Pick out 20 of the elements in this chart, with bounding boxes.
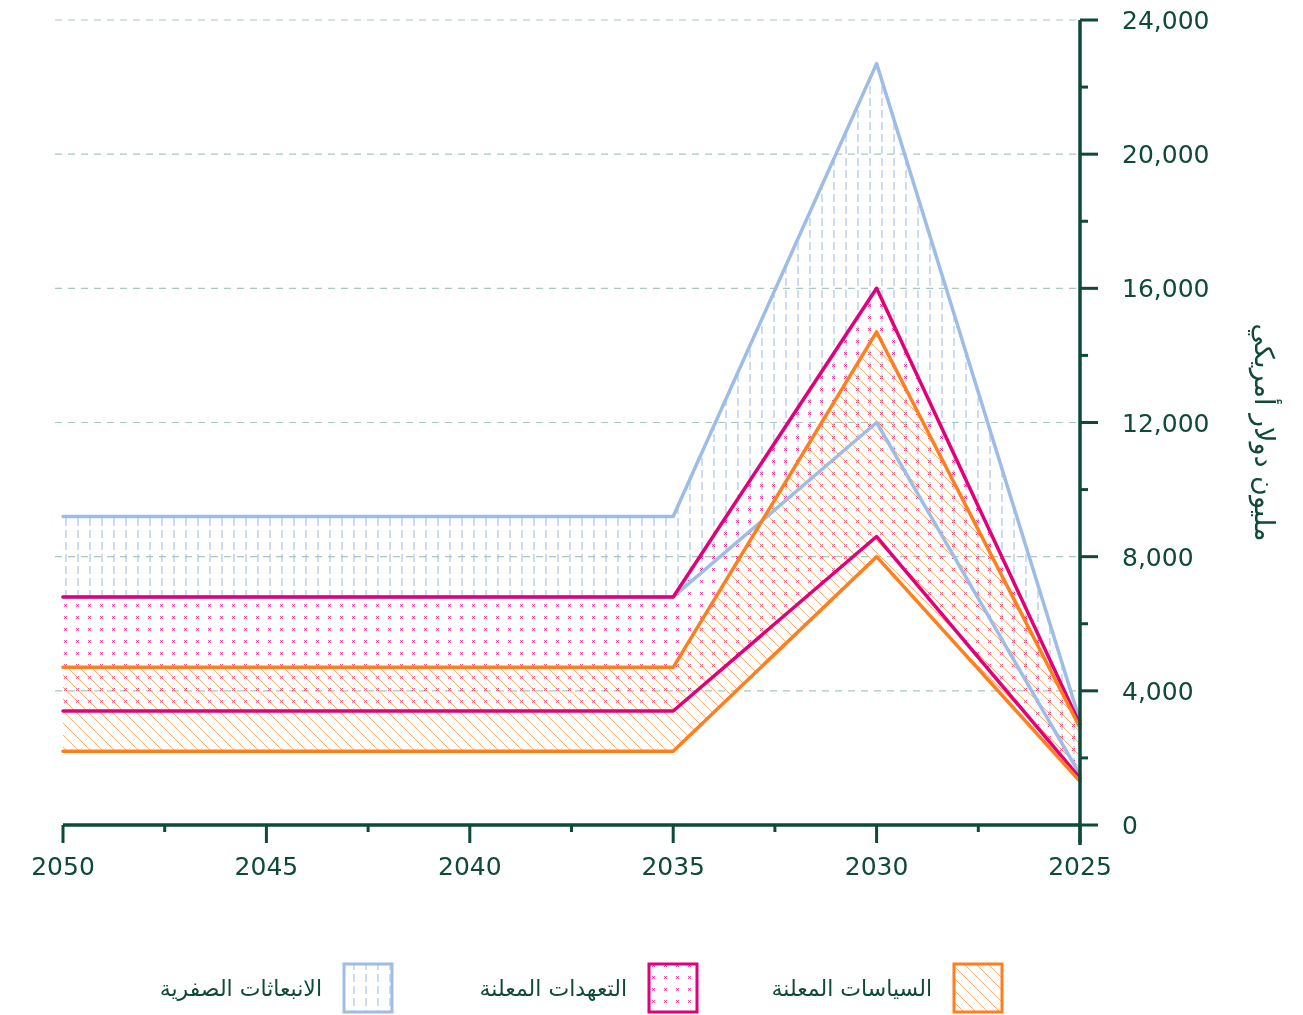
legend-item: التعهدات المعلنة: [479, 962, 699, 1014]
y-tick-label: 8,000: [1122, 542, 1194, 572]
y-axis-title: مليون دولار أمريكي: [1248, 323, 1283, 542]
y-tick-label: 16,000: [1122, 274, 1210, 304]
legend-label: التعهدات المعلنة: [479, 976, 627, 1001]
y-tick-label: 12,000: [1122, 408, 1210, 438]
x-tick-label: 2025: [1048, 852, 1112, 881]
y-tick-label: 20,000: [1122, 140, 1210, 170]
x-tick-label: 2030: [844, 852, 909, 881]
legend-label: السياسات المعلنة: [771, 976, 932, 1001]
x-tick-label: 2035: [641, 852, 706, 881]
x-tick-label: 2045: [234, 852, 299, 881]
x-tick-label: 2040: [437, 852, 502, 881]
x-tick-label: 2050: [31, 852, 95, 881]
y-tick-label: 24,000: [1122, 6, 1210, 35]
legend-item: السياسات المعلنة: [771, 962, 1004, 1014]
legend-item: الانبعاثات الصفرية: [159, 962, 394, 1014]
y-tick-label: 0: [1122, 811, 1138, 840]
legend-label: الانبعاثات الصفرية: [159, 976, 322, 1001]
y-tick-label: 4,000: [1122, 676, 1194, 706]
